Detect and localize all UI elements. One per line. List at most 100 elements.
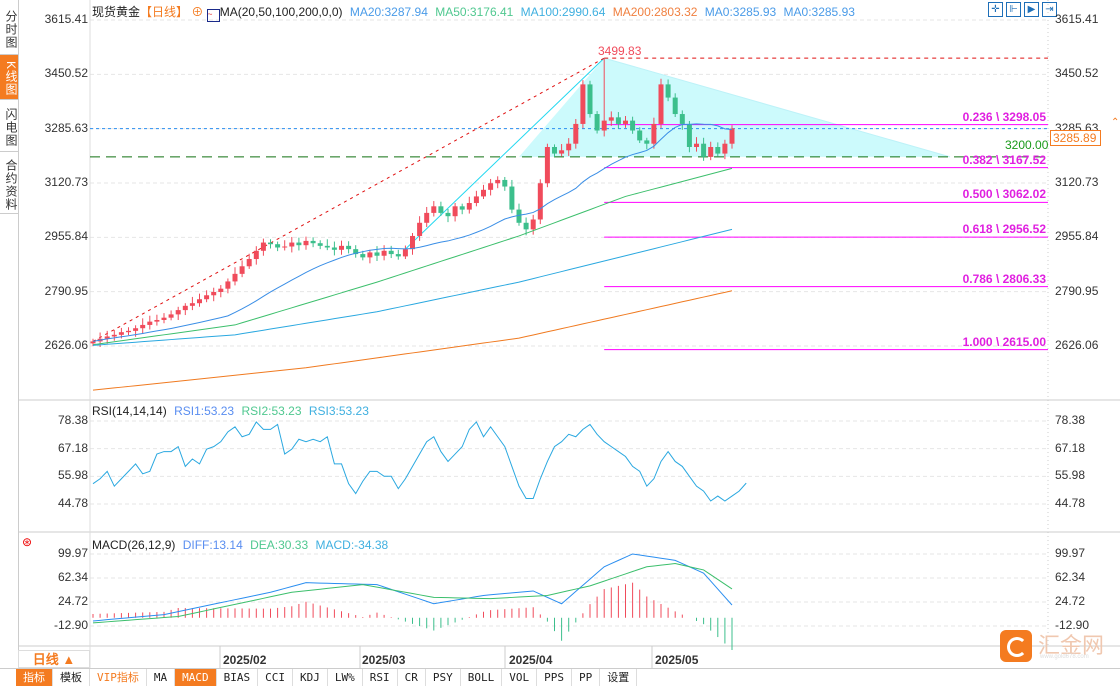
- indicator-button-lw[interactable]: LW%: [328, 669, 363, 686]
- candle-up: [104, 336, 110, 339]
- axis-tick-label: 99.97: [1055, 546, 1086, 560]
- candle-down: [388, 250, 394, 255]
- candle-down: [360, 254, 366, 258]
- indicator-button-macd[interactable]: MACD: [175, 669, 217, 686]
- indicator-button-cr[interactable]: CR: [398, 669, 426, 686]
- candle-down: [686, 123, 692, 147]
- candle-down: [374, 252, 380, 256]
- candle-up: [708, 146, 714, 157]
- indicator-button-pp[interactable]: PP: [572, 669, 601, 686]
- candle-up: [694, 143, 699, 147]
- indicator-chart-icon[interactable]: ~: [206, 9, 220, 22]
- axis-tick-label: -12.90: [1055, 618, 1090, 632]
- axis-tick-label: 3285.63: [44, 120, 88, 135]
- indicator-button-boll[interactable]: BOLL: [461, 669, 503, 686]
- tab-contract-info[interactable]: 合约资料: [0, 152, 18, 214]
- candle-up: [175, 310, 181, 315]
- candle-down: [701, 143, 707, 157]
- logo-url: www.gold678.com: [1040, 654, 1089, 660]
- candle-down: [310, 240, 316, 244]
- axis-tick-label: 62.34: [57, 570, 88, 584]
- crosshair-toggle-icon[interactable]: ⊕: [191, 5, 204, 19]
- candle-down: [317, 243, 323, 246]
- candle-up: [140, 324, 146, 329]
- candle-up: [168, 314, 174, 318]
- dea-value: DEA:30.33: [250, 538, 309, 552]
- macd-settings-icon[interactable]: ⊛: [22, 535, 33, 549]
- date-label: 2025/05: [655, 653, 699, 667]
- candle-down: [502, 179, 508, 187]
- rsi-params: RSI(14,14,14): [92, 404, 167, 418]
- candle-up: [658, 84, 664, 124]
- scroll-up-icon[interactable]: ⌃: [1111, 117, 1120, 128]
- fib-level-label: 0.236 \ 3298.05: [962, 109, 1046, 124]
- logo-icon: [1000, 630, 1032, 662]
- period-selector[interactable]: 日线 ▲: [18, 650, 90, 668]
- candle-up: [282, 246, 288, 248]
- crosshair-icon[interactable]: ✛: [988, 2, 1003, 17]
- axis-tick-label: 3120.73: [1055, 175, 1099, 189]
- candle-up: [204, 295, 210, 300]
- indicator-button-vol[interactable]: VOL: [502, 669, 538, 686]
- candle-down: [275, 244, 281, 248]
- indicator-button-bias[interactable]: BIAS: [217, 669, 259, 686]
- candle-up: [623, 120, 628, 124]
- indicator-button-[interactable]: 指标: [16, 669, 53, 686]
- candle-up: [431, 206, 437, 213]
- triangle-fill: [519, 58, 950, 157]
- candle-down: [630, 120, 636, 131]
- indicator-button-vip[interactable]: VIP指标: [90, 669, 147, 686]
- rsi-line: [92, 421, 747, 502]
- rsi2-value: RSI2:53.23: [241, 404, 302, 418]
- tab-time-sharing[interactable]: 分时图: [0, 0, 18, 55]
- candle-down: [665, 84, 671, 98]
- diff-line: [92, 553, 733, 622]
- scroll-end-icon[interactable]: ⇥: [1042, 2, 1057, 17]
- candle-up: [580, 84, 586, 124]
- candle-up: [232, 273, 238, 282]
- date-label: 2025/04: [509, 653, 553, 667]
- candle-down: [644, 140, 650, 144]
- indicator-button-rsi[interactable]: RSI: [363, 669, 398, 686]
- candle-up: [246, 259, 252, 267]
- axis-tick-label: 3615.41: [1055, 12, 1099, 26]
- fib-level-label: 0.786 \ 2806.33: [962, 271, 1046, 286]
- axis-tick-label: 24.72: [57, 594, 88, 608]
- candle-down: [637, 130, 643, 141]
- indicator-button-ma[interactable]: MA: [147, 669, 176, 686]
- tab-kline[interactable]: K线图: [0, 55, 18, 100]
- axis-tick-label: 55.98: [57, 468, 88, 483]
- trend-line: [604, 57, 951, 158]
- candle-up: [601, 120, 607, 131]
- indicator-button-cci[interactable]: CCI: [258, 669, 293, 686]
- candle-up: [111, 334, 117, 337]
- candle-up: [218, 288, 224, 292]
- indicator-button-pps[interactable]: PPS: [537, 669, 572, 686]
- candle-down: [587, 84, 593, 115]
- rsi1-value: RSI1:53.23: [174, 404, 235, 418]
- candle-up: [466, 203, 472, 210]
- axis-tick-label: 2955.84: [1055, 229, 1099, 244]
- candle-up: [303, 240, 309, 246]
- play-forward-icon[interactable]: ▶: [1024, 2, 1039, 17]
- candle-up: [537, 183, 543, 220]
- candle-down: [268, 242, 273, 245]
- indicator-button-kdj[interactable]: KDJ: [293, 669, 328, 686]
- indicator-toolbar: 指标 模板 VIP指标 MA MACD BIAS CCI KDJ LW% RSI CR PSY BOLL…: [0, 668, 1120, 686]
- axis-tick-label: 99.97: [57, 546, 88, 560]
- candle-up: [260, 242, 266, 251]
- candle-up: [481, 189, 486, 197]
- fit-range-icon[interactable]: ⊩: [1006, 2, 1021, 17]
- ma50-line: [92, 167, 733, 346]
- axis-tick-label: 44.78: [57, 496, 88, 510]
- axis-tick-label: -12.90: [53, 618, 88, 632]
- candle-up: [239, 266, 245, 274]
- indicator-button-[interactable]: 模板: [53, 669, 90, 686]
- symbol-name: 现货黄金: [92, 5, 141, 19]
- indicator-button-psy[interactable]: PSY: [426, 669, 461, 686]
- tab-flash-chart[interactable]: 闪电图: [0, 100, 18, 152]
- sidebar: 分时图 K线图 闪电图 合约资料: [0, 0, 19, 668]
- axis-tick-label: 67.18: [1055, 440, 1086, 455]
- indicator-button-[interactable]: 设置: [600, 669, 638, 686]
